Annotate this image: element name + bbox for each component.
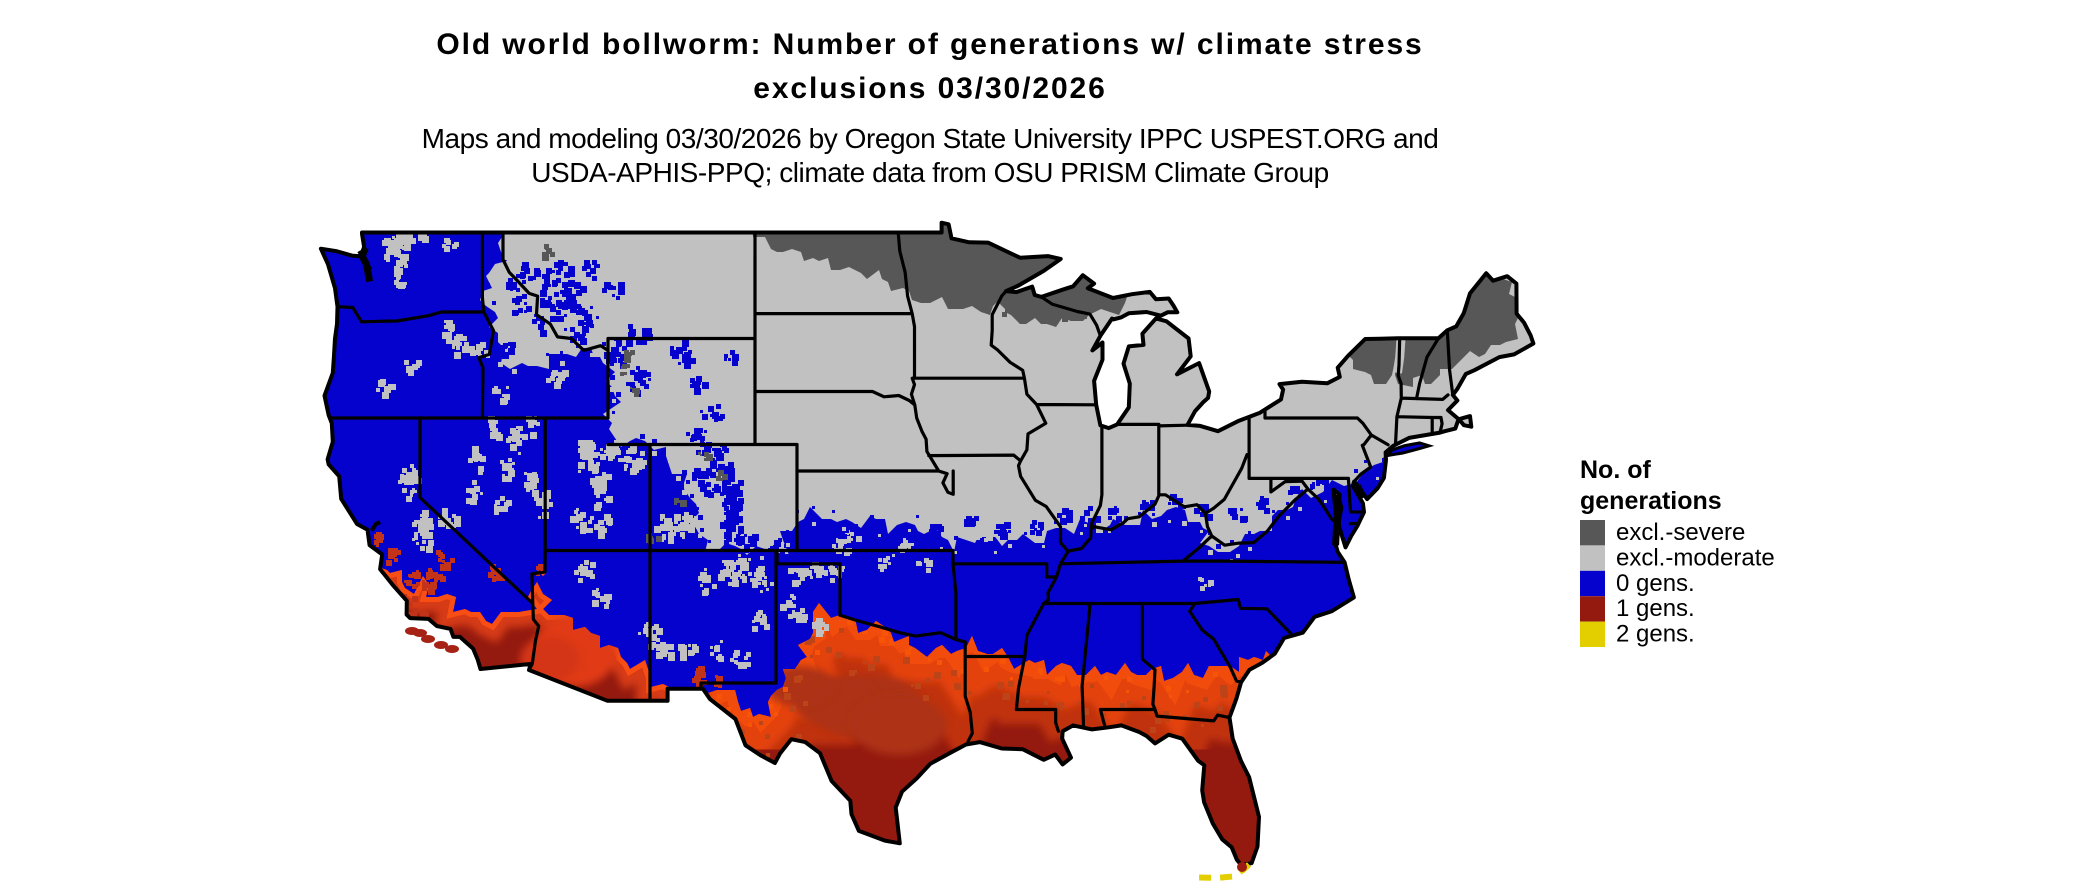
svg-text:Maps and modeling 03/30/2026 b: Maps and modeling 03/30/2026 by Oregon S… bbox=[422, 123, 1439, 154]
svg-text:generations: generations bbox=[1580, 487, 1722, 515]
svg-text:2 gens.: 2 gens. bbox=[1616, 621, 1695, 648]
svg-text:excl.-moderate: excl.-moderate bbox=[1616, 544, 1775, 571]
svg-text:No. of: No. of bbox=[1580, 456, 1651, 484]
svg-text:Old world bollworm: Number of: Old world bollworm: Number of generation… bbox=[436, 28, 1423, 61]
svg-text:USDA-APHIS-PPQ; climate data f: USDA-APHIS-PPQ; climate data from OSU PR… bbox=[531, 157, 1328, 188]
svg-text:excl.-severe: excl.-severe bbox=[1616, 519, 1745, 546]
svg-text:1 gens.: 1 gens. bbox=[1616, 595, 1695, 622]
svg-text:exclusions 03/30/2026: exclusions 03/30/2026 bbox=[753, 72, 1106, 105]
svg-text:0 gens.: 0 gens. bbox=[1616, 570, 1695, 597]
